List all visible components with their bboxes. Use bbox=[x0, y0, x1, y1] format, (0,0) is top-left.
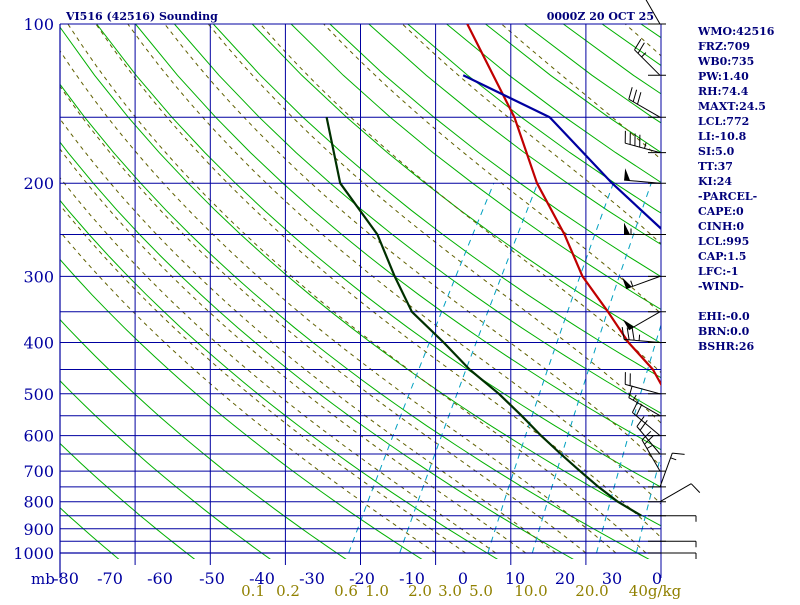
stat-item: LI:-10.8 bbox=[698, 129, 798, 144]
chart-title: VI516 (42516) Sounding bbox=[65, 10, 218, 23]
dry-adiabat bbox=[0, 24, 277, 564]
stat-item: KI:24 bbox=[698, 174, 798, 189]
wind-barb-half-feather bbox=[647, 446, 652, 449]
wind-barb bbox=[648, 453, 685, 487]
stat-item: CAP:1.5 bbox=[698, 249, 798, 264]
pressure-tick-label: 400 bbox=[23, 334, 54, 353]
temperature-tick-label: -60 bbox=[147, 569, 173, 588]
wind-barb-feather bbox=[691, 484, 700, 493]
mixing-ratio-label: 40g/kg bbox=[629, 582, 682, 600]
pressure-tick-label: 100 bbox=[23, 15, 54, 34]
moist-adiabat bbox=[208, 24, 766, 553]
stat-item: TT:37 bbox=[698, 159, 798, 174]
mixing-ratio-label: 0.6 bbox=[334, 582, 358, 600]
stat-item: BRN:0.0 bbox=[698, 324, 798, 339]
wind-barb-feather bbox=[672, 453, 684, 454]
wind-barb-half-feather bbox=[671, 458, 677, 460]
wind-barb-feather bbox=[629, 87, 632, 99]
wind-barb-staff bbox=[660, 453, 672, 487]
wind-barb-feather bbox=[635, 39, 641, 50]
pressure-tick-label: 600 bbox=[23, 427, 54, 446]
stat-item: EHI:-0.0 bbox=[698, 309, 798, 324]
temperature-tick-label: -30 bbox=[299, 569, 325, 588]
wind-barb-half-feather bbox=[631, 281, 633, 287]
wind-barb-feather bbox=[638, 92, 641, 104]
mixing-ratio-label: 20.0 bbox=[575, 582, 608, 600]
stat-item: WMO:42516 bbox=[698, 24, 798, 39]
pressure-tick-label: 1000 bbox=[13, 544, 54, 563]
stat-item: -PARCEL- bbox=[698, 189, 798, 204]
wind-barb bbox=[622, 276, 666, 288]
moist-adiabat bbox=[165, 24, 736, 553]
dry-adiabats bbox=[0, 24, 800, 564]
pressure-tick-label: 300 bbox=[23, 267, 54, 286]
wind-barb-staff bbox=[629, 99, 660, 117]
stat-item bbox=[698, 294, 798, 309]
moist-adiabat bbox=[0, 24, 556, 553]
temperature-tick-label: 20 bbox=[555, 569, 575, 588]
pressure-tick-label: 700 bbox=[23, 462, 54, 481]
stat-item: LCL:995 bbox=[698, 234, 798, 249]
stat-item: RH:74.4 bbox=[698, 84, 798, 99]
wind-barb-half-feather bbox=[639, 335, 640, 341]
stat-item: CAPE:0 bbox=[698, 204, 798, 219]
stat-item: BSHR:26 bbox=[698, 339, 798, 354]
wind-barb-feather bbox=[632, 328, 634, 340]
mixing-ratio-label: 10.0 bbox=[514, 582, 547, 600]
moist-adiabat bbox=[0, 24, 466, 553]
pressure-tick-label: 200 bbox=[23, 174, 54, 193]
wind-barb bbox=[623, 312, 666, 330]
moist-adiabat bbox=[0, 24, 436, 553]
temperature-tick-label: -80 bbox=[53, 569, 79, 588]
dewpoint-trace bbox=[327, 117, 642, 516]
pressure-axis-labels: 100 200 300 400 500 600 700 800 900 1000 bbox=[13, 15, 54, 563]
stat-item: SI:5.0 bbox=[698, 144, 798, 159]
wind-barb-feather bbox=[633, 90, 636, 102]
pressure-tick-label: 500 bbox=[23, 385, 54, 404]
observation-time: 0000Z 20 OCT 25 bbox=[547, 10, 654, 23]
pressure-tick-label: 800 bbox=[23, 493, 54, 512]
dry-adiabat bbox=[19, 24, 658, 564]
stat-item: WB0:735 bbox=[698, 54, 798, 69]
mixing-ratio-label: 1.0 bbox=[365, 582, 389, 600]
wind-barb-flag bbox=[624, 168, 630, 180]
moist-adiabat bbox=[43, 24, 616, 553]
wind-barb bbox=[629, 87, 666, 117]
stat-item: FRZ:709 bbox=[698, 39, 798, 54]
stat-item: MAXT:24.5 bbox=[698, 99, 798, 114]
mixing-ratio-label: 5.0 bbox=[469, 582, 493, 600]
dry-adiabat bbox=[0, 24, 354, 564]
mixing-ratio-label: 3.0 bbox=[438, 582, 462, 600]
moist-adiabat bbox=[0, 24, 526, 553]
stat-item: LFC:-1 bbox=[698, 264, 798, 279]
temperature-tick-label: -70 bbox=[97, 569, 123, 588]
wind-barb bbox=[648, 553, 696, 559]
mixing-ratio-label: 2.0 bbox=[408, 582, 432, 600]
wind-barb bbox=[648, 516, 696, 522]
dry-adiabat bbox=[0, 24, 125, 564]
wind-barb bbox=[648, 541, 696, 547]
stat-item: CINH:0 bbox=[698, 219, 798, 234]
stat-item: PW:1.40 bbox=[698, 69, 798, 84]
wind-barb-feather bbox=[636, 405, 641, 416]
pressure-tick-label: 900 bbox=[23, 520, 54, 539]
stat-item: LCL:772 bbox=[698, 114, 798, 129]
temperature-tick-label: -50 bbox=[199, 569, 225, 588]
mixing-ratio-label: 0.2 bbox=[276, 582, 300, 600]
mixing-ratio-line bbox=[349, 183, 494, 553]
stat-item: -WIND- bbox=[698, 279, 798, 294]
y-axis-title: mb bbox=[31, 570, 55, 588]
mixing-ratio-label: 0.1 bbox=[241, 582, 265, 600]
wind-barb bbox=[624, 168, 666, 183]
